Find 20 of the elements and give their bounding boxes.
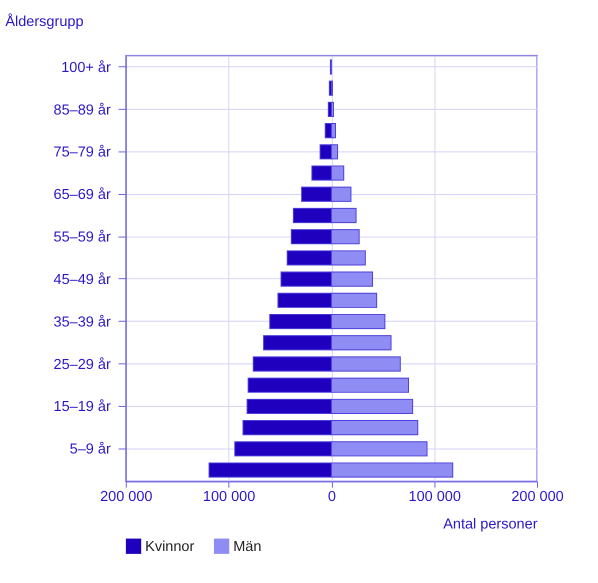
y-axis-title: Åldersgrupp <box>5 13 84 30</box>
legend-label: Män <box>233 539 262 556</box>
y-tick-label: 15–19 år <box>54 399 111 416</box>
x-tick-label: 100 000 <box>202 489 256 506</box>
y-tick-label: 45–49 år <box>54 272 111 288</box>
x-axis-title: Antal personer <box>443 516 538 532</box>
y-tick-label: 65–69 år <box>54 187 111 204</box>
y-tick-label: 85–89 år <box>54 102 111 118</box>
y-tick-label: 55–59 år <box>54 230 111 246</box>
bar <box>330 102 334 118</box>
y-tick-label: 5–9 år <box>70 442 111 458</box>
y-tick-label: 75–79 år <box>54 144 111 161</box>
y-tick-label: 35–39 år <box>54 314 111 330</box>
x-tick-label: 0 <box>328 489 336 506</box>
x-tick-label: 200 000 <box>511 489 564 506</box>
legend-label: Kvinnor <box>145 539 194 556</box>
x-tick-label: 200 000 <box>100 489 152 506</box>
x-tick-label: 100 000 <box>408 489 461 506</box>
y-tick-label: 100+ år <box>61 60 111 76</box>
y-tick-label: 25–29 år <box>54 356 111 373</box>
